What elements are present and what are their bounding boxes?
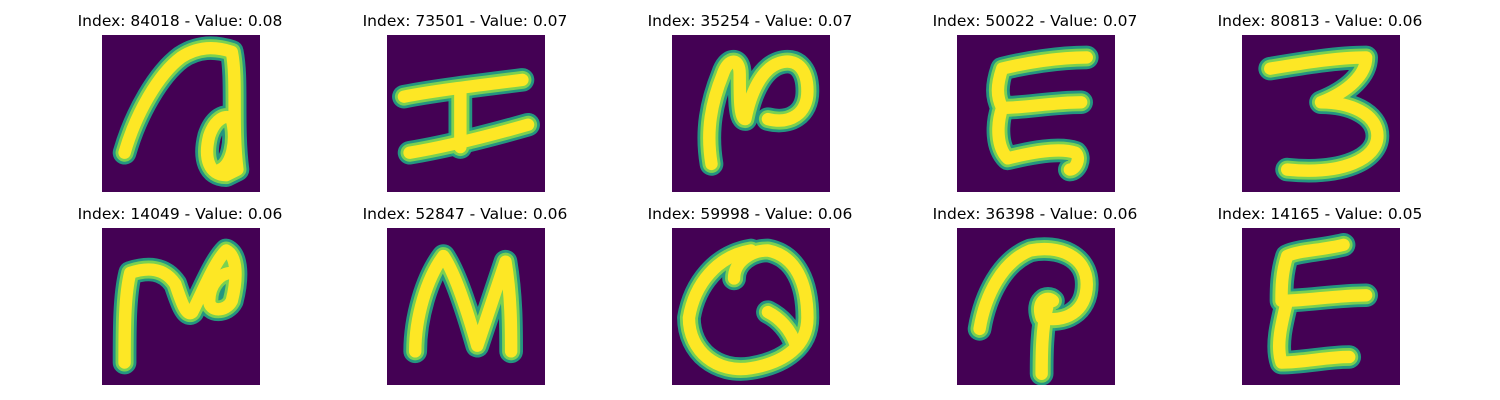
- glyph-stroke: [1272, 294, 1356, 369]
- digit-image: [672, 35, 830, 192]
- digit-image: [102, 228, 260, 385]
- glyph-stroke: [118, 244, 242, 369]
- digit-image: [1242, 35, 1400, 192]
- panel-title: Index: 80813 - Value: 0.06: [1217, 12, 1423, 30]
- panel-title: Index: 50022 - Value: 0.07: [932, 12, 1138, 30]
- panel-8: Index: 59998 - Value: 0.06: [600, 193, 900, 393]
- glyph-stroke: [403, 118, 535, 159]
- panel-title: Index: 59998 - Value: 0.06: [647, 205, 853, 223]
- digit-image: [957, 35, 1115, 192]
- panel-title: Index: 36398 - Value: 0.06: [932, 205, 1138, 223]
- panel-title: Index: 14049 - Value: 0.06: [77, 205, 283, 223]
- glyph-stroke: [991, 51, 1093, 115]
- glyph-stroke: [703, 55, 814, 171]
- digit-image: [387, 228, 545, 385]
- panel-title: Index: 73501 - Value: 0.07: [362, 12, 568, 30]
- panel-7: Index: 52847 - Value: 0.06: [315, 193, 615, 393]
- glyph-stroke: [409, 249, 518, 358]
- glyph-stroke: [1035, 300, 1054, 380]
- panel-title: Index: 14165 - Value: 0.05: [1217, 205, 1423, 223]
- panel-2: Index: 73501 - Value: 0.07: [315, 0, 615, 200]
- panel-9: Index: 36398 - Value: 0.06: [885, 193, 1185, 393]
- glyph-stroke: [1264, 51, 1384, 177]
- panel-3: Index: 35254 - Value: 0.07: [600, 0, 900, 200]
- panel-title: Index: 84018 - Value: 0.08: [77, 12, 283, 30]
- panel-1: Index: 84018 - Value: 0.08: [30, 0, 330, 200]
- digit-image: [387, 35, 545, 192]
- glyph-stroke: [761, 305, 803, 352]
- digit-image: [672, 228, 830, 385]
- panel-5: Index: 80813 - Value: 0.06: [1170, 0, 1470, 200]
- glyph-stroke: [992, 101, 1084, 176]
- panel-title: Index: 52847 - Value: 0.06: [362, 205, 568, 223]
- glyph-stroke: [118, 42, 244, 182]
- panel-6: Index: 14049 - Value: 0.06: [30, 193, 330, 393]
- glyph-stroke: [682, 244, 814, 376]
- digit-image: [1242, 228, 1400, 385]
- panel-10: Index: 14165 - Value: 0.05: [1170, 193, 1470, 393]
- panel-4: Index: 50022 - Value: 0.07: [885, 0, 1185, 200]
- digit-image: [957, 228, 1115, 385]
- digit-image: [102, 35, 260, 192]
- panel-title: Index: 35254 - Value: 0.07: [647, 12, 853, 30]
- glyph-stroke: [1275, 238, 1373, 308]
